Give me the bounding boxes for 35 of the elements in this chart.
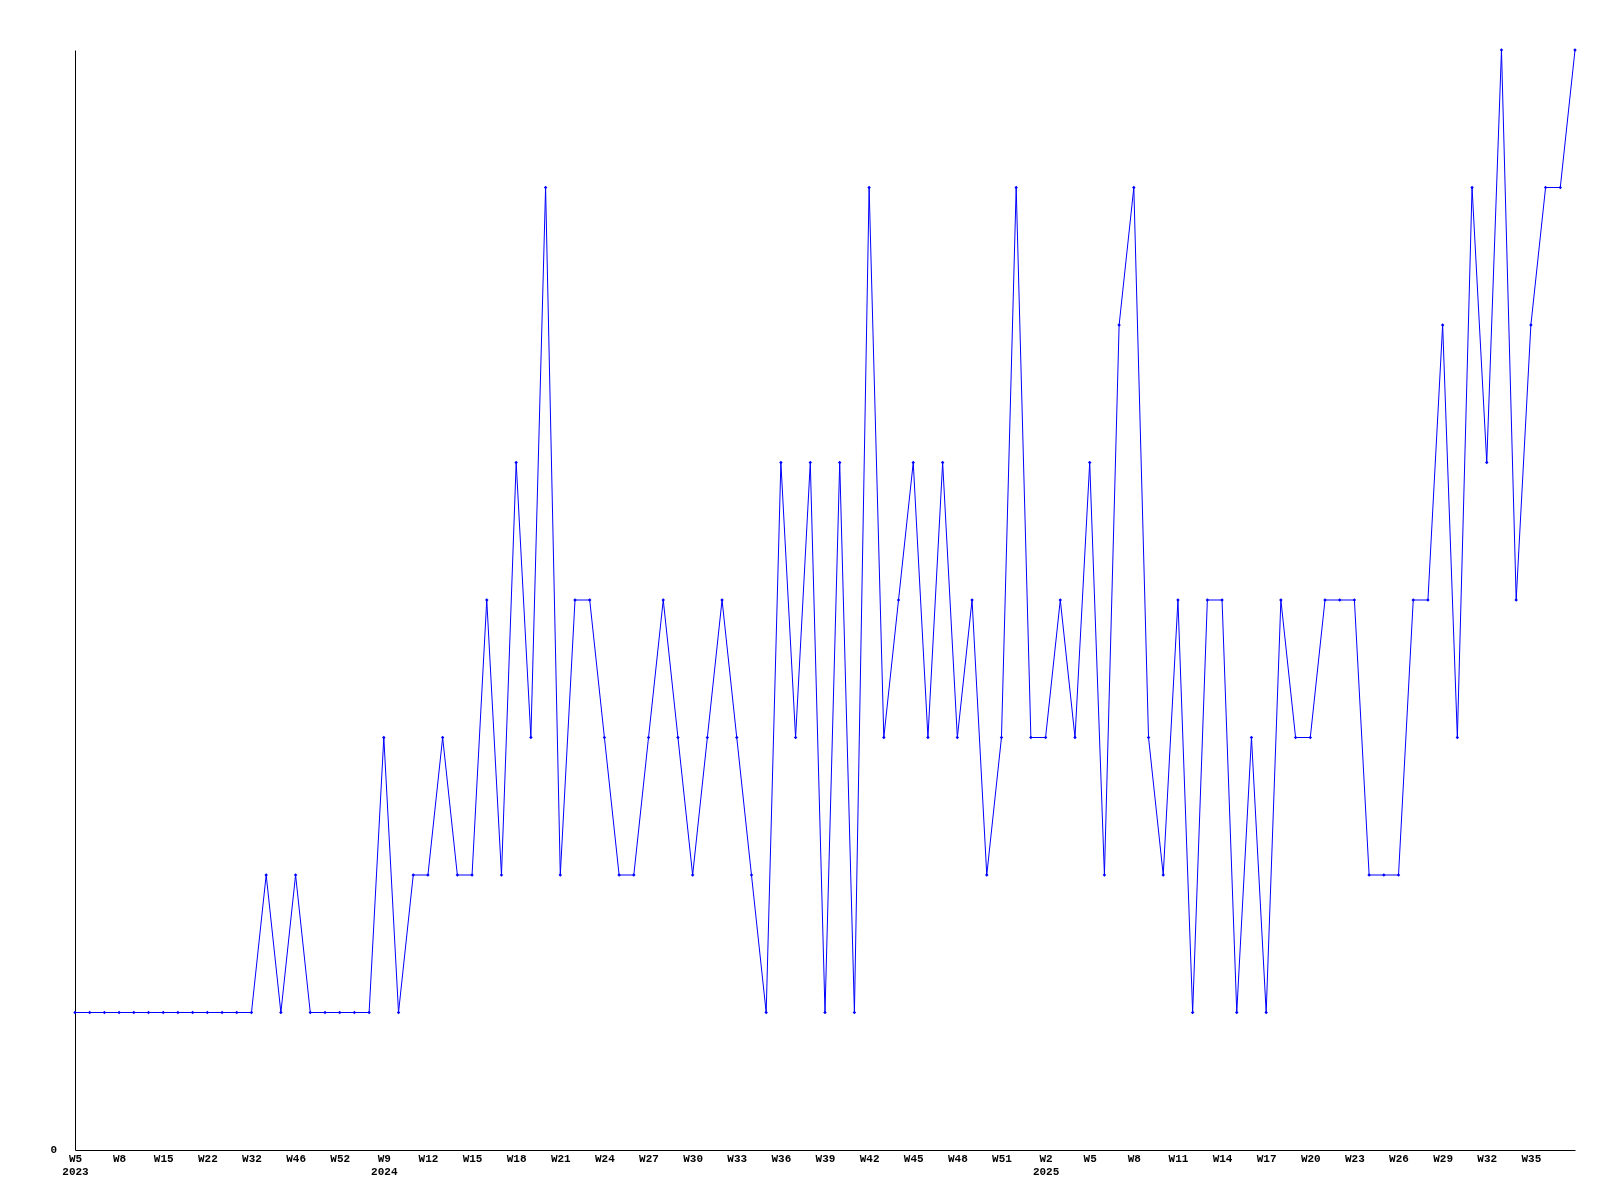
x-tick-label: W39 — [815, 1152, 836, 1165]
x-tick-label: W48 — [947, 1152, 969, 1165]
x-tick-label: W35 — [1521, 1152, 1542, 1165]
x-tick-label: W8 — [1127, 1152, 1142, 1165]
x-tick-label: W18 — [506, 1152, 527, 1165]
x-tick-label: W26 — [1389, 1152, 1409, 1165]
x-tick-label: W32 — [1477, 1152, 1498, 1165]
x-tick-label: W8 — [113, 1152, 127, 1165]
x-tick-label: W27 — [639, 1152, 659, 1165]
x-tick-label: W20 — [1300, 1152, 1321, 1165]
x-tick-label: W29 — [1433, 1152, 1454, 1165]
x-tick-label: W46 — [286, 1152, 306, 1165]
x-tick-label: W22 — [197, 1152, 218, 1165]
x-tick-label: W5 2023 — [62, 1152, 90, 1178]
x-tick-label: W52 — [330, 1152, 351, 1165]
x-tick-label: W2 2025 — [1032, 1152, 1060, 1178]
x-tick-label: W30 — [683, 1152, 704, 1165]
x-tick-label: W45 — [903, 1152, 925, 1165]
x-tick-label: W51 — [992, 1152, 1013, 1165]
x-tick-label: W17 — [1256, 1152, 1277, 1165]
x-tick-label: W32 — [242, 1152, 262, 1165]
x-tick-label: W21 — [550, 1152, 572, 1165]
x-tick-label: W15 — [462, 1152, 483, 1165]
text: 0 — [50, 1144, 57, 1156]
x-tick-label: W14 — [1212, 1152, 1233, 1165]
x-tick-label: W9 2024 — [371, 1152, 398, 1178]
x-tick-label: W42 — [859, 1152, 880, 1165]
x-tick-label: W5 — [1083, 1152, 1098, 1165]
x-tick-label: W33 — [727, 1152, 748, 1165]
x-tick-label: W24 — [595, 1152, 616, 1165]
x-tick-label: W11 — [1168, 1152, 1189, 1165]
x-tick-label: W23 — [1345, 1152, 1366, 1165]
x-tick-label: W15 — [153, 1152, 175, 1165]
x-tick-label: W36 — [771, 1152, 792, 1165]
x-tick-label: W12 — [418, 1152, 439, 1165]
